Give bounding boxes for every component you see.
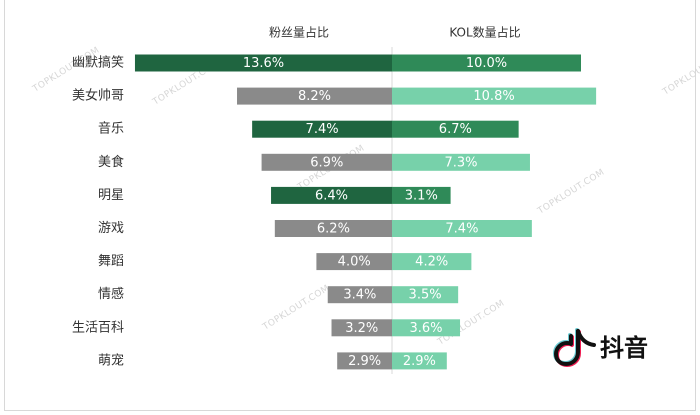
left-bar-label: 3.2% <box>345 321 378 336</box>
douyin-logo: 抖音 <box>553 328 648 367</box>
left-series-header: 粉丝量占比 <box>269 25 329 40</box>
left-bar-label: 6.2% <box>317 222 350 237</box>
left-bar-label: 4.0% <box>338 255 371 270</box>
right-bar-label: 3.5% <box>409 288 442 303</box>
left-series-bars: 13.6% 8.2% 7.4% 6.9% 6.4% 6.2% 4.0% 3.4% 3.2% 2.9… <box>134 54 392 370</box>
left-bar <box>134 54 392 72</box>
right-bar-label: 10.0% <box>466 56 507 71</box>
left-bar <box>316 253 392 271</box>
left-bar-label: 13.6% <box>243 56 284 71</box>
right-series-header: KOL数量占比 <box>449 25 520 40</box>
category-label: 美女帅哥 <box>72 88 124 104</box>
right-bar <box>392 253 472 271</box>
left-bar <box>237 87 392 105</box>
right-bar-label: 3.1% <box>405 188 438 203</box>
left-bar <box>274 220 392 237</box>
right-bar <box>392 54 581 72</box>
watermark-text: TOPKLOUT.COM <box>260 283 331 333</box>
left-bar-label: 7.4% <box>306 122 339 137</box>
category-label: 情感 <box>98 286 124 302</box>
right-bar-label: 3.6% <box>410 321 443 336</box>
right-bar <box>392 352 447 370</box>
watermark-text: TOPKLOUT.COM <box>535 167 606 217</box>
left-bar-label: 2.9% <box>348 354 381 369</box>
category-label: 幽默搞笑 <box>72 55 124 71</box>
right-series-bars: 10.0% 10.8% 6.7% 7.3% 3.1% 7.4% 4.2% 3.5% 3.6% 2.… <box>392 54 597 370</box>
right-bar <box>392 186 451 204</box>
douyin-note-icon <box>553 328 596 367</box>
category-label: 游戏 <box>98 221 124 236</box>
right-bar <box>392 153 530 171</box>
right-bar <box>392 286 459 304</box>
right-bar <box>392 319 461 337</box>
right-bar <box>392 220 532 237</box>
right-bar-label: 7.4% <box>445 222 478 237</box>
right-bar <box>392 87 597 105</box>
right-bar <box>392 120 519 138</box>
left-bar <box>252 120 392 138</box>
right-bar-label: 4.2% <box>415 255 448 270</box>
category-label: 美食 <box>98 154 124 170</box>
right-bar-label: 10.8% <box>473 89 514 104</box>
category-label: 萌宠 <box>98 352 124 368</box>
left-bar-label: 8.2% <box>298 89 331 104</box>
left-bar <box>327 286 392 304</box>
category-label: 生活百科 <box>72 320 124 335</box>
category-label: 明星 <box>98 188 124 203</box>
right-bar-label: 2.9% <box>403 354 436 369</box>
left-bar <box>261 153 392 171</box>
category-label: 音乐 <box>98 121 124 137</box>
left-bar <box>337 352 392 370</box>
left-bar-label: 6.9% <box>310 155 343 170</box>
left-bar <box>331 319 392 337</box>
douyin-logo-text: 抖音 <box>600 334 648 362</box>
right-bar-label: 7.3% <box>444 155 477 170</box>
category-label: 舞蹈 <box>98 254 124 269</box>
left-bar-label: 6.4% <box>315 188 348 203</box>
left-bar-label: 3.4% <box>343 288 376 303</box>
watermark-text: TOPKLOUT.COM <box>660 48 700 98</box>
left-bar <box>271 186 392 204</box>
right-bar-label: 6.7% <box>439 122 472 137</box>
